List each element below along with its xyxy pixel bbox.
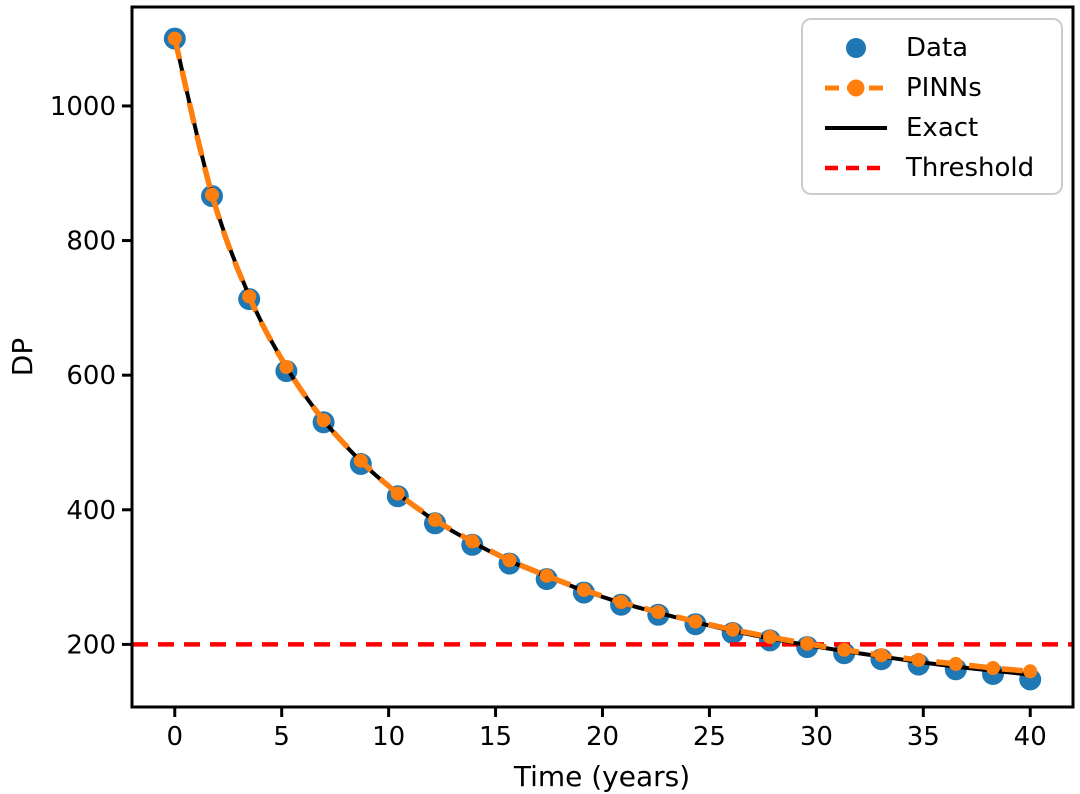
pinns-point	[800, 636, 815, 651]
pinns-point	[837, 642, 852, 657]
legend: Data PINNs Exact Threshold	[801, 18, 1063, 195]
pinns-point	[428, 512, 442, 527]
pinns-point	[986, 661, 1000, 675]
y-tick-label: 400	[66, 496, 116, 526]
pinns-point	[205, 187, 219, 202]
x-tick-label: 10	[372, 722, 405, 752]
x-tick-label: 20	[586, 722, 619, 752]
x-axis-label: Time (years)	[513, 760, 690, 793]
y-axis-label: DP	[6, 338, 39, 376]
pinns-point	[539, 568, 554, 583]
x-tick-label: 15	[479, 722, 512, 752]
pinns-point	[725, 622, 740, 637]
pinns-point	[911, 652, 926, 667]
pinns-point	[502, 553, 517, 568]
legend-pinns-marker	[847, 79, 865, 97]
y-tick-label: 200	[66, 630, 116, 660]
legend-item-pinns: PINNs	[823, 68, 1061, 108]
pinns-point	[465, 534, 480, 549]
pinns-point	[1023, 664, 1038, 679]
legend-swatch-data-marker-icon	[846, 38, 866, 58]
y-tick-label: 600	[66, 361, 116, 391]
ticks-layer: 0 5 10 15 20 25 30 35 40 200 400 600 800 1000	[50, 92, 1047, 752]
x-tick-label: 40	[1014, 722, 1047, 752]
legend-label-exact: Exact	[906, 113, 979, 143]
pinns-point	[390, 486, 405, 501]
legend-swatch-threshold-line-icon	[825, 165, 887, 171]
pinns-point	[279, 360, 294, 375]
legend-item-data: Data	[823, 28, 1061, 68]
legend-swatch-exact-line-icon	[825, 126, 887, 130]
series-layer	[132, 27, 1073, 691]
pinns-point	[242, 289, 257, 304]
pinns-point	[576, 582, 591, 597]
pinns-point	[948, 656, 963, 671]
pinns-point	[651, 605, 666, 620]
pinns-point	[874, 648, 889, 663]
x-tick-label: 5	[273, 722, 290, 752]
y-tick-label: 1000	[50, 92, 116, 122]
pinns-point	[353, 453, 368, 468]
legend-label-data: Data	[906, 33, 969, 63]
pinns-point	[763, 630, 777, 644]
legend-item-threshold: Threshold	[823, 148, 1061, 188]
pinns-point	[688, 614, 703, 629]
x-tick-label: 35	[907, 722, 940, 752]
x-tick-label: 0	[166, 722, 183, 752]
legend-swatch-pinns-line-icon	[825, 79, 887, 97]
pinns-point	[316, 413, 331, 428]
legend-data-marker	[846, 38, 866, 58]
x-tick-label: 30	[800, 722, 833, 752]
pinns-point	[167, 31, 182, 46]
x-tick-label: 25	[693, 722, 726, 752]
y-tick-label: 800	[66, 227, 116, 257]
legend-label-pinns: PINNs	[906, 73, 982, 103]
legend-item-exact: Exact	[823, 108, 1061, 148]
legend-label-threshold: Threshold	[906, 153, 1035, 183]
pinns-point	[614, 595, 629, 609]
